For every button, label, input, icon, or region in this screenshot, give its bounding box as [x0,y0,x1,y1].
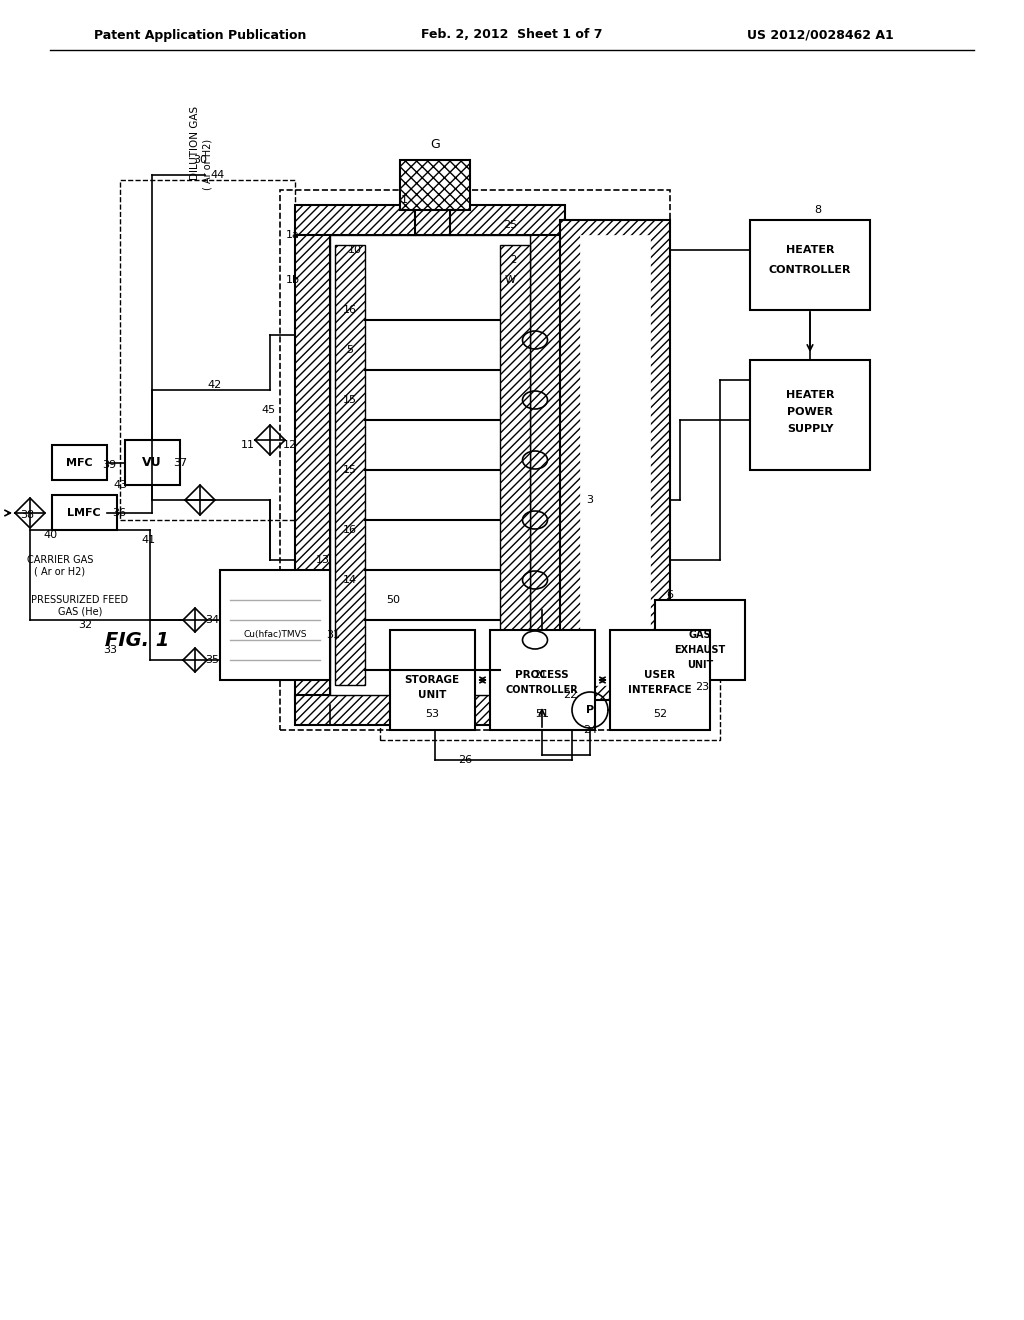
Text: 15: 15 [343,465,357,475]
Text: 43: 43 [113,480,127,490]
Bar [295,205,565,235]
Bar [295,696,565,725]
Text: HEATER: HEATER [785,246,835,255]
Bar [750,220,870,310]
Text: SUPPLY: SUPPLY [786,424,834,434]
Text: INTERFACE: INTERFACE [628,685,692,696]
Text: 23: 23 [695,682,709,692]
Bar [52,445,106,480]
Text: 33: 33 [103,645,117,655]
Bar [400,160,470,210]
Text: USER: USER [644,671,676,680]
Bar [610,630,710,730]
Text: 39: 39 [102,459,116,470]
Text: 40: 40 [43,531,57,540]
Text: PROCESS: PROCESS [515,671,568,680]
Text: VU: VU [142,457,162,470]
Bar [52,495,117,531]
Text: CONTROLLER: CONTROLLER [506,685,579,696]
Text: US 2012/0028462 A1: US 2012/0028462 A1 [746,29,893,41]
Text: 6: 6 [667,590,674,601]
Text: 1a: 1a [286,230,300,240]
Text: PRESSURIZED FEED: PRESSURIZED FEED [32,595,129,605]
Text: 35: 35 [205,655,219,665]
Text: 10: 10 [348,246,362,255]
Text: 13: 13 [316,554,330,565]
Text: HEATER: HEATER [785,389,835,400]
Bar [220,570,330,680]
Bar [295,230,330,700]
Text: UNIT: UNIT [687,660,713,671]
Text: GAS: GAS [689,630,712,640]
Text: 32: 32 [78,620,92,630]
Bar [125,440,180,484]
Text: FIG. 1: FIG. 1 [105,631,169,649]
Bar [330,235,530,696]
Bar [750,360,870,470]
Text: 12: 12 [283,440,297,450]
Text: 36: 36 [112,508,126,517]
Text: 5: 5 [346,345,353,355]
Text: 42: 42 [208,380,222,389]
Text: 34: 34 [205,615,219,624]
Text: P: P [586,705,594,715]
Text: 22: 22 [563,690,578,700]
Text: EXHAUST: EXHAUST [675,645,726,655]
Text: 53: 53 [425,709,439,719]
Text: 1b: 1b [286,275,300,285]
Text: 16: 16 [343,525,357,535]
Text: 38: 38 [20,510,34,520]
Text: POWER: POWER [787,407,833,417]
Text: 24: 24 [583,725,597,735]
Text: LMFC: LMFC [68,508,100,517]
Bar [490,630,595,730]
Text: GAS (He): GAS (He) [57,607,102,616]
Text: 15: 15 [343,395,357,405]
Bar [120,180,295,520]
Text: DILUTION GAS: DILUTION GAS [190,106,200,180]
Text: 30: 30 [193,154,207,165]
Text: 44: 44 [211,170,225,180]
Text: Cu(hfac)TMVS: Cu(hfac)TMVS [244,631,307,639]
Text: 11: 11 [241,440,255,450]
Text: 41: 41 [141,535,155,545]
Text: 52: 52 [653,709,667,719]
Bar [500,246,530,685]
Text: CONTROLLER: CONTROLLER [769,265,851,275]
Bar [580,235,650,685]
Text: STORAGE: STORAGE [404,675,460,685]
Text: MFC: MFC [66,458,92,469]
Text: 25: 25 [503,220,517,230]
Text: 3: 3 [587,495,594,506]
Text: 31: 31 [326,630,340,640]
Text: 51: 51 [535,709,549,719]
Bar [390,630,475,730]
Text: 50: 50 [386,595,400,605]
Text: 2: 2 [510,255,516,265]
Text: 16: 16 [343,305,357,315]
Bar [335,246,365,685]
Bar [280,190,670,730]
Text: ( Ar or H2): ( Ar or H2) [202,139,212,190]
Text: W: W [505,275,516,285]
Text: ( Ar or H2): ( Ar or H2) [35,568,86,577]
Text: UNIT: UNIT [418,690,446,700]
Bar [380,610,720,741]
Text: G: G [430,139,440,152]
Text: 45: 45 [261,405,275,414]
Text: 14: 14 [343,576,357,585]
Bar [560,220,670,700]
Text: Patent Application Publication: Patent Application Publication [94,29,306,41]
Bar [530,230,565,700]
Text: Feb. 2, 2012  Sheet 1 of 7: Feb. 2, 2012 Sheet 1 of 7 [421,29,603,41]
Text: CARRIER GAS: CARRIER GAS [27,554,93,565]
Text: 1: 1 [401,195,408,205]
Bar [655,601,745,680]
Text: 37: 37 [173,458,187,469]
Text: 8: 8 [814,205,821,215]
Text: 26: 26 [458,755,472,766]
Text: 21: 21 [532,671,547,680]
